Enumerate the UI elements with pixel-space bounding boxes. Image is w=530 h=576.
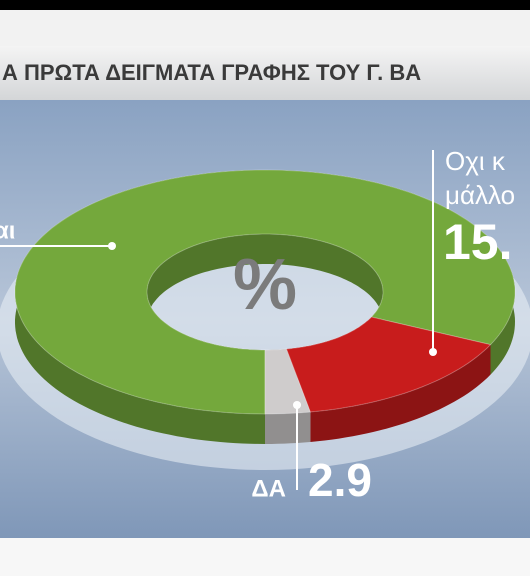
top-strip <box>0 0 530 10</box>
leader-dot <box>293 401 301 409</box>
value-label: 15. <box>443 214 513 270</box>
slice-side <box>310 344 491 442</box>
category-label: Οχι κ μάλλο <box>445 146 515 210</box>
slice <box>264 348 312 415</box>
donut <box>14 169 516 444</box>
title-bar <box>0 46 530 100</box>
category-label: ΔΑ <box>251 475 286 502</box>
leader-dot <box>108 242 116 250</box>
leader-dot <box>429 348 437 356</box>
value-label: 2.9 <box>308 454 372 506</box>
bottom-strip <box>0 538 530 576</box>
category-label: αι <box>0 217 15 244</box>
center-label: % <box>233 245 297 325</box>
chart-title: Α ΠΡΩΤΑ ΔΕΙΓΜΑΤΑ ΓΡΑΦΗΣ ΤΟΥ Γ. ΒΑ <box>2 60 421 85</box>
slice-side <box>265 412 311 444</box>
